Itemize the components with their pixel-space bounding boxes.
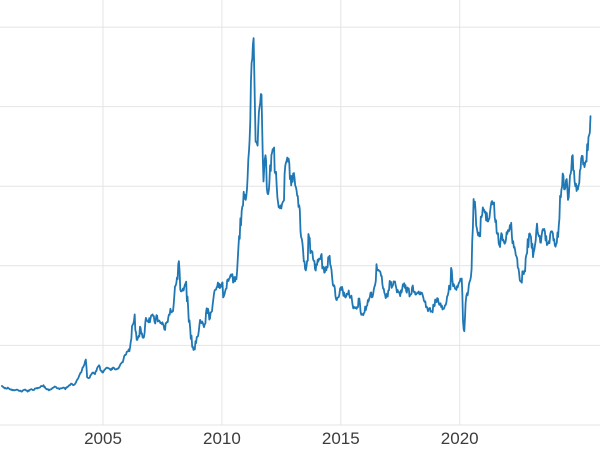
price-series-line [0, 37, 592, 393]
svg-text:2020: 2020 [441, 429, 479, 448]
svg-text:2010: 2010 [203, 429, 241, 448]
svg-text:2015: 2015 [322, 429, 360, 448]
x-gridlines [102, 0, 461, 425]
svg-text:2005: 2005 [84, 429, 122, 448]
y-gridlines [0, 26, 600, 426]
x-axis-tick-labels: 2005 2010 2015 2020 [84, 429, 479, 448]
